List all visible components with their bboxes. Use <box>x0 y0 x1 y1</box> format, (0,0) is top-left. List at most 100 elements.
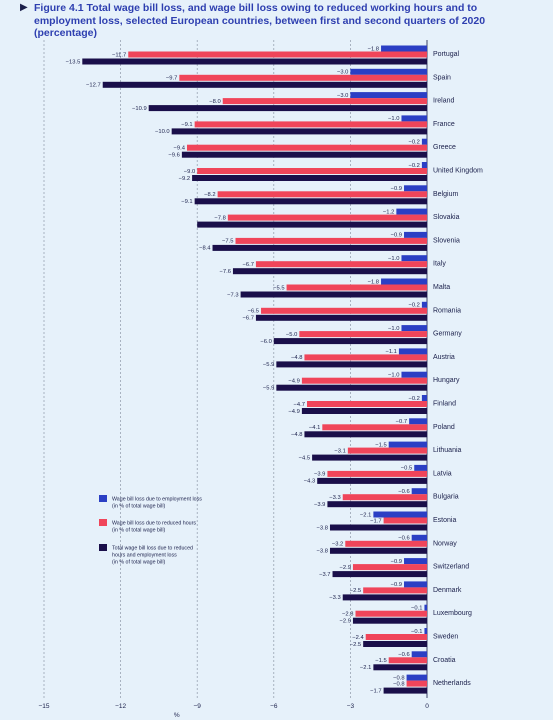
x-tick-label: −9 <box>193 703 201 710</box>
bar-employment-loss <box>404 185 427 192</box>
data-label: −3.7 <box>319 572 330 578</box>
bar-employment-loss <box>411 534 427 541</box>
bar-total-loss <box>276 384 427 391</box>
data-label: −1.0 <box>388 116 399 122</box>
x-tick-label: −15 <box>38 703 49 710</box>
bar-total-loss <box>171 128 427 135</box>
data-label: −0.1 <box>411 629 422 635</box>
bar-reduced-hours <box>222 98 427 105</box>
data-label: −1.0 <box>388 373 399 379</box>
data-label: −0.6 <box>398 536 409 542</box>
data-label: −12.7 <box>86 83 101 89</box>
bar-reduced-hours <box>363 587 427 594</box>
data-label: −11.7 <box>112 52 126 58</box>
data-label: −0.2 <box>408 303 419 309</box>
data-label: −0.2 <box>408 140 419 146</box>
country-label: Finland <box>433 401 456 408</box>
bar-employment-loss <box>411 651 427 658</box>
data-label: −5.9 <box>263 386 274 392</box>
bar-total-loss <box>373 664 427 671</box>
bar-employment-loss <box>421 162 427 168</box>
bar-reduced-hours <box>345 540 427 547</box>
bar-employment-loss <box>404 581 427 588</box>
data-label: −1.7 <box>370 518 381 524</box>
data-label: −5.0 <box>286 332 297 338</box>
bar-employment-loss <box>398 348 427 355</box>
bar-employment-loss <box>421 301 427 308</box>
data-label: −10.0 <box>155 129 170 135</box>
data-label: −3.9 <box>314 472 325 478</box>
country-label: Estonia <box>433 517 456 524</box>
data-label: −1.1 <box>385 349 396 355</box>
data-label: −0.1 <box>411 606 422 612</box>
bar-reduced-hours <box>322 424 427 431</box>
data-label: −0.2 <box>408 163 419 169</box>
data-label: −4.9 <box>288 409 299 415</box>
legend-sublabel: (in % of total wage bill) <box>112 528 166 534</box>
data-label: −2.1 <box>360 512 371 518</box>
bar-reduced-hours <box>299 331 427 338</box>
bar-total-loss <box>383 687 427 694</box>
bar-employment-loss <box>421 395 427 401</box>
data-label: −1.8 <box>368 279 379 285</box>
data-label: −13.5 <box>66 59 81 65</box>
bar-total-loss <box>255 314 427 321</box>
country-label: Ireland <box>433 98 455 105</box>
bar-reduced-hours <box>365 634 427 640</box>
bar-employment-loss <box>350 68 427 75</box>
bar-total-loss <box>352 617 427 624</box>
bar-total-loss <box>329 547 427 554</box>
data-label: −6.5 <box>248 309 259 315</box>
bar-employment-loss <box>424 628 427 634</box>
bar-reduced-hours <box>347 447 427 454</box>
bar-reduced-hours <box>327 470 427 477</box>
bar-reduced-hours <box>388 657 427 664</box>
data-label: −9.4 <box>174 146 186 152</box>
data-label: −0.2 <box>408 396 419 402</box>
country-label: Greece <box>433 144 456 151</box>
data-label: −2.5 <box>350 588 361 594</box>
bar-employment-loss <box>411 488 427 495</box>
data-label: −1.5 <box>375 442 386 448</box>
bar-total-loss <box>276 361 427 368</box>
data-label: −3.8 <box>317 525 328 531</box>
bar-total-loss <box>317 477 427 484</box>
bar-employment-loss <box>401 115 427 122</box>
bar-total-loss <box>232 268 427 275</box>
bar-total-loss <box>102 81 427 88</box>
bar-total-loss <box>212 244 427 251</box>
bar-total-loss <box>301 408 427 414</box>
data-label: −1.7 <box>370 688 381 694</box>
data-label: −1.0 <box>388 256 399 262</box>
data-label: −0.9 <box>391 582 402 588</box>
data-label: −4.5 <box>299 455 310 461</box>
bar-reduced-hours <box>255 261 427 268</box>
country-label: Austria <box>433 354 455 361</box>
data-label: −9.7 <box>166 76 177 82</box>
data-label: −8.4 <box>199 246 211 252</box>
data-label: −3.3 <box>329 495 340 501</box>
data-label: −9.1 <box>181 122 192 128</box>
bar-reduced-hours <box>342 494 427 501</box>
figure-title: Figure 4.1 Total wage bill loss, and wag… <box>34 2 486 39</box>
bar-total-loss <box>148 105 428 112</box>
legend-label: Total wage bill loss due to reduced <box>112 546 193 552</box>
data-label: −4.8 <box>291 355 302 361</box>
data-label: −2.9 <box>340 565 351 571</box>
data-label: −1.5 <box>375 658 386 664</box>
bar-employment-loss <box>396 208 427 215</box>
bar-total-loss <box>181 151 427 158</box>
data-label: −0.8 <box>393 675 404 681</box>
data-label: −0.5 <box>401 466 412 472</box>
data-label: −9.2 <box>179 176 190 182</box>
bar-reduced-hours <box>128 51 427 58</box>
legend-swatch <box>99 519 107 526</box>
data-label: −2.9 <box>340 619 351 625</box>
legend-label-line2: hours and employment loss <box>112 553 177 559</box>
country-label: Slovenia <box>433 237 460 244</box>
data-label: −2.8 <box>342 612 353 618</box>
data-label: −6.7 <box>242 316 253 322</box>
country-label: Norway <box>433 540 457 547</box>
bar-employment-loss <box>404 231 427 238</box>
